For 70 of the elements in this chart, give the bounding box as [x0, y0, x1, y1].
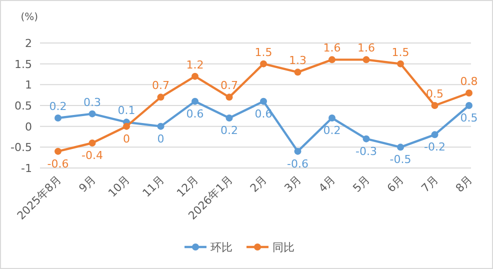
point	[328, 114, 336, 122]
x-tick-label: 7月	[418, 172, 441, 195]
point	[397, 144, 404, 151]
data-label: -0.3	[356, 144, 377, 158]
data-label: 1.5	[392, 46, 410, 59]
data-label: 0.2	[323, 124, 341, 137]
data-label: -0.2	[424, 140, 446, 154]
data-label: -0.6	[287, 157, 308, 170]
x-tick-label: 10月	[106, 172, 133, 200]
point	[157, 122, 164, 130]
point	[192, 98, 198, 105]
point	[226, 94, 233, 101]
point	[192, 72, 198, 80]
data-label: 1.3	[289, 54, 306, 68]
data-label: 0	[157, 132, 164, 146]
x-tick-label: 5月	[350, 172, 372, 195]
point	[466, 102, 472, 109]
data-label: 1.6	[323, 42, 341, 55]
point	[362, 135, 370, 142]
data-label: 0.2	[220, 124, 238, 137]
point	[260, 60, 267, 68]
point	[226, 114, 233, 122]
point	[431, 102, 438, 109]
point	[431, 131, 438, 138]
x-tick-label: 2月	[248, 172, 270, 195]
y-tick-label: -1	[21, 162, 32, 175]
data-label: 0.7	[220, 79, 238, 92]
data-label: 0.7	[152, 79, 170, 92]
y-tick-label: 0	[25, 120, 32, 134]
point	[466, 90, 472, 96]
x-tick-label: 4月	[316, 172, 338, 195]
y-tick-label: 1	[25, 78, 32, 92]
y-axis-title: (%)	[20, 12, 38, 23]
point	[88, 140, 96, 146]
data-label: 1.2	[186, 58, 204, 72]
data-label: 0.1	[118, 104, 136, 118]
data-label: 0.2	[49, 100, 67, 113]
x-tick-label: 3月	[282, 172, 304, 195]
x-tick-label: 9月	[76, 172, 98, 195]
point	[397, 60, 404, 68]
y-tick-label: 1.5	[14, 58, 32, 71]
point	[54, 148, 62, 155]
point	[328, 56, 336, 64]
y-tick-label: -0.5	[10, 141, 32, 154]
data-label: 1.5	[254, 46, 272, 59]
data-label: -0.5	[390, 153, 412, 166]
data-label: 0.3	[84, 96, 101, 109]
data-label: 0.8	[460, 75, 478, 88]
legend-label: 环比	[210, 241, 232, 254]
point	[362, 56, 370, 64]
point	[294, 68, 302, 76]
point	[88, 110, 96, 118]
data-label: -0.4	[82, 149, 103, 162]
point	[123, 122, 130, 130]
data-label: 0	[123, 132, 130, 146]
data-label: -0.6	[47, 157, 69, 170]
x-tick-label: 11月	[140, 172, 167, 200]
point	[260, 98, 267, 105]
x-tick-label: 8月	[453, 172, 476, 195]
x-tick-label: 6月	[384, 172, 407, 195]
y-tick-label: 2	[25, 37, 32, 50]
point	[54, 114, 62, 122]
data-label: 0.6	[186, 107, 204, 120]
legend-label: 同比	[272, 241, 294, 254]
data-label: 1.6	[358, 42, 375, 55]
point	[157, 94, 164, 101]
x-tick-label: 12月	[174, 172, 202, 200]
data-label: 0.5	[460, 112, 478, 124]
y-tick-label: 0.5	[14, 100, 32, 112]
point	[294, 148, 302, 155]
